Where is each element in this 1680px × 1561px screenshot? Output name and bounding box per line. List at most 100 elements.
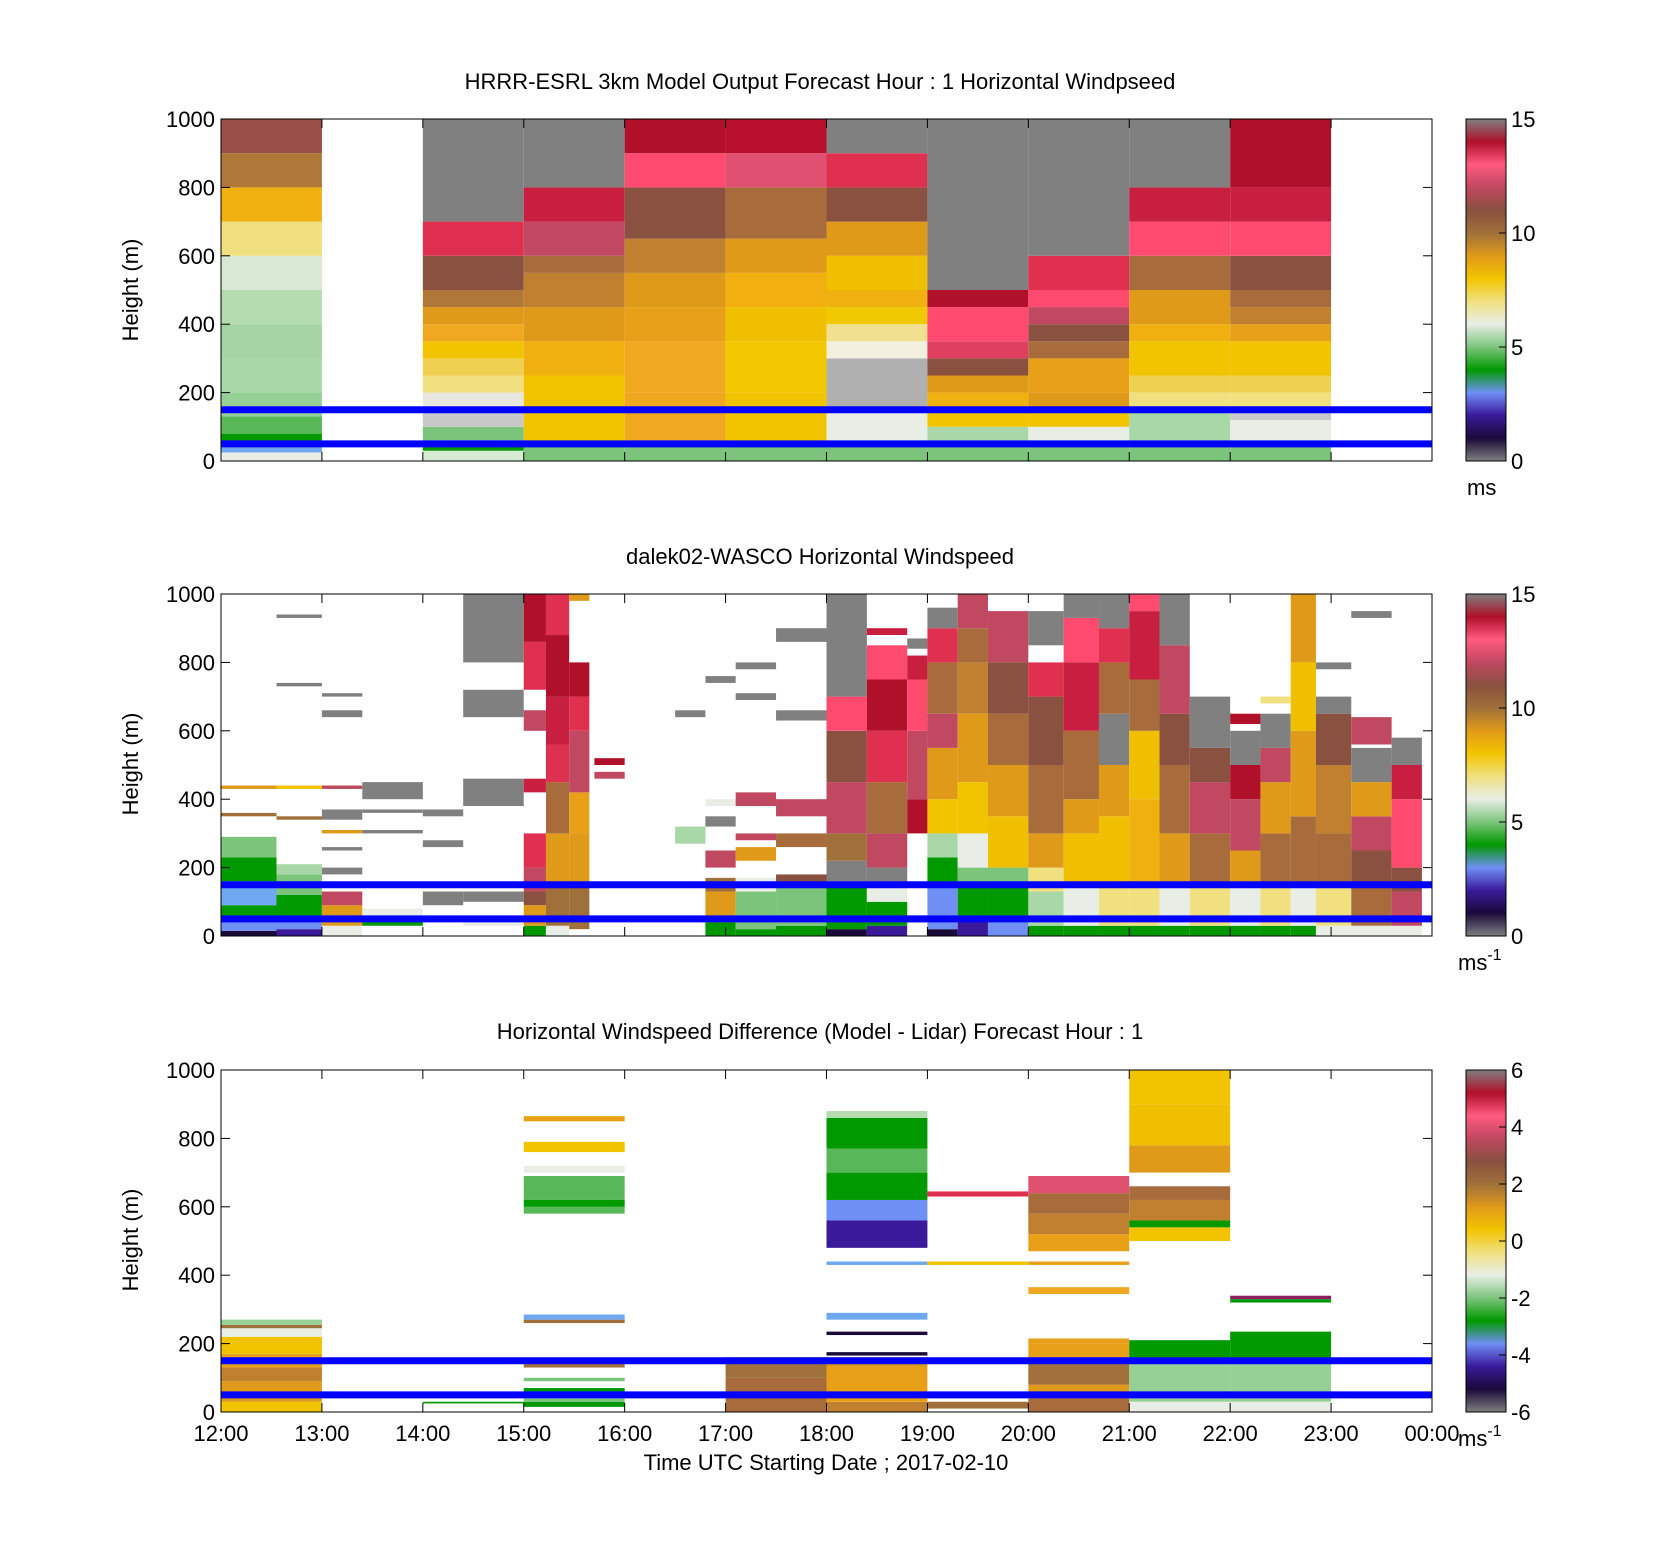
heatmap-cell xyxy=(545,782,570,834)
heatmap-cell xyxy=(927,447,1029,461)
heatmap-cell xyxy=(422,409,524,427)
colorbar-strip xyxy=(1465,118,1507,462)
heatmap-cell xyxy=(705,850,736,868)
heatmap-cell xyxy=(1129,409,1231,441)
heatmap-cell xyxy=(221,1336,322,1354)
heatmap-cell xyxy=(545,833,570,885)
colorbar-strip xyxy=(1465,593,1507,937)
heatmap-cell xyxy=(957,782,988,834)
heatmap-cell xyxy=(725,447,827,461)
heatmap-cell xyxy=(321,829,363,834)
heatmap-cell xyxy=(705,816,736,827)
heatmap-cell xyxy=(1028,324,1130,342)
heatmap-cell xyxy=(927,888,958,930)
heatmap-cell xyxy=(1159,833,1190,885)
colorbar-tick-label: 6 xyxy=(1511,1058,1523,1083)
heatmap-cell xyxy=(221,836,277,858)
heatmap-cell xyxy=(422,290,524,308)
heatmap-cell xyxy=(1028,1234,1130,1252)
heatmap-cell xyxy=(523,1401,625,1407)
colorbar-tick-label: 4 xyxy=(1511,1115,1523,1140)
colorbar-unit: ms xyxy=(1467,475,1496,500)
heatmap-cell xyxy=(987,867,1029,885)
colorbar-tick-label: -6 xyxy=(1511,1400,1531,1425)
heatmap-cell xyxy=(776,925,827,936)
heatmap-cell xyxy=(1028,392,1130,410)
heatmap-cell xyxy=(826,1401,928,1412)
heatmap-cell xyxy=(826,1331,928,1336)
heatmap-cell xyxy=(927,1401,1029,1409)
heatmap-cell xyxy=(276,614,322,618)
heatmap-cell xyxy=(725,307,827,342)
heatmap-cell xyxy=(1129,1186,1231,1200)
heatmap-cell xyxy=(221,1328,322,1337)
colorbar-tick-label: 10 xyxy=(1511,696,1535,721)
heatmap-cell xyxy=(1189,696,1231,748)
heatmap-cell xyxy=(422,840,464,848)
heatmap-cell xyxy=(1129,594,1160,612)
y-ticks: 0 200 400 600 800 1000 xyxy=(166,582,1432,949)
heatmap-cell xyxy=(1028,307,1130,325)
heatmap-cell xyxy=(1098,594,1130,629)
heatmap-cell xyxy=(776,628,827,642)
heatmap-cell xyxy=(1028,696,1064,765)
heatmap-cell xyxy=(221,187,322,222)
heatmap-cell xyxy=(826,860,867,882)
heatmap-cell xyxy=(725,238,827,273)
heatmap-cell xyxy=(987,922,1029,936)
heatmap-cell xyxy=(1098,816,1130,885)
heatmap-cell xyxy=(321,867,363,875)
heatmap-cell xyxy=(1129,187,1231,222)
heatmap-cell xyxy=(1230,324,1332,342)
heatmap-cell xyxy=(735,792,777,807)
y-tick-label: 600 xyxy=(178,1195,215,1220)
heatmap-cell xyxy=(523,778,546,793)
heatmap-cell xyxy=(826,324,928,342)
heatmap-cell xyxy=(957,713,988,783)
heatmap-cell xyxy=(321,809,363,820)
heatmap-cell xyxy=(422,119,524,222)
y-tick-label: 600 xyxy=(178,244,215,269)
heatmap-cell xyxy=(221,255,322,290)
heatmap-cell xyxy=(1129,341,1231,376)
heatmap-cell xyxy=(826,1261,928,1265)
heatmap-cell xyxy=(1063,799,1099,834)
heatmap-cell xyxy=(1159,765,1190,834)
y-axis-label: Height (m) xyxy=(118,239,143,342)
heatmap-cell xyxy=(907,799,928,834)
heatmap-cell xyxy=(569,833,590,882)
heatmap-cell xyxy=(725,187,827,239)
heatmap-cell xyxy=(927,409,1029,427)
x-tick-label: 12:00 xyxy=(193,1421,248,1446)
heatmap-cell xyxy=(1129,375,1231,393)
heatmap-cell xyxy=(776,833,827,848)
heatmap-cell xyxy=(1129,447,1231,461)
heatmap-cell xyxy=(826,730,867,783)
heatmap-cell xyxy=(826,1352,928,1356)
heatmap-cell xyxy=(927,392,1029,410)
heatmap-cell xyxy=(927,119,1029,290)
heatmap-cell xyxy=(675,710,706,718)
heatmap-cell xyxy=(927,290,1029,308)
heatmap-cell xyxy=(826,696,867,731)
heatmap-cell xyxy=(927,929,958,936)
x-tick-label: 18:00 xyxy=(799,1421,854,1446)
heatmap-cell xyxy=(523,375,625,410)
heatmap-cell xyxy=(523,1206,625,1214)
heatmap-cell xyxy=(1063,594,1099,618)
heatmap-cell xyxy=(826,1111,928,1118)
heatmap-cell xyxy=(735,833,777,841)
heatmap-cells xyxy=(221,119,1332,461)
colorbar-tick-label: 0 xyxy=(1511,1229,1523,1254)
heatmap-cell xyxy=(1159,925,1190,936)
heatmap-cell xyxy=(1260,782,1291,834)
heatmap-cell xyxy=(1129,290,1231,325)
heatmap-cell xyxy=(866,628,908,636)
heatmap-cell xyxy=(624,392,726,441)
colorbar: 0 5 10 15 xyxy=(1465,107,1535,474)
colorbar-unit: ms-1 xyxy=(1458,947,1502,975)
heatmap-cell xyxy=(1129,392,1231,410)
heatmap-cell xyxy=(1230,392,1332,410)
heatmap-cell xyxy=(523,1377,625,1382)
colorbar-tick-label: 15 xyxy=(1511,582,1535,607)
